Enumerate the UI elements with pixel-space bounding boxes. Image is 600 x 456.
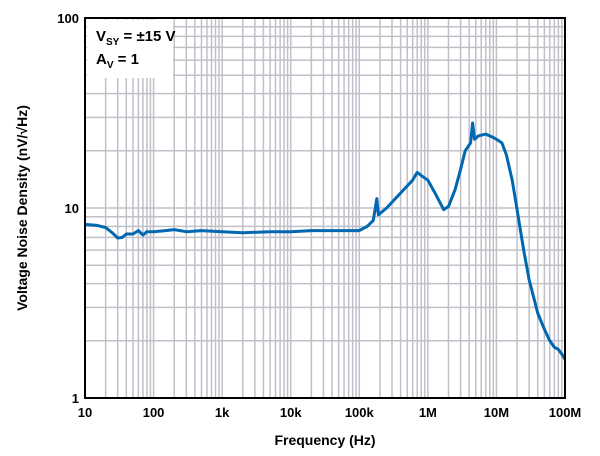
y-axis-label: Voltage Noise Density (nV/√Hz) — [14, 105, 30, 311]
x-tick-label: 10 — [78, 405, 92, 420]
plot-frame — [84, 17, 566, 399]
annotation-av: AV = 1 — [96, 51, 139, 71]
x-tick-label: 10k — [280, 405, 302, 420]
x-axis-label: Frequency (Hz) — [274, 432, 375, 448]
x-tick-label: 100k — [345, 405, 375, 420]
series-line — [84, 121, 567, 360]
grid — [84, 18, 565, 399]
x-tick-label: 10M — [484, 405, 509, 420]
x-tick-label: 100 — [143, 405, 165, 420]
annotation-box — [87, 20, 173, 78]
y-tick-label: 1 — [72, 391, 79, 406]
annotation-vsy: VSY = ±15 V — [96, 28, 176, 48]
x-tick-label: 1M — [419, 405, 437, 420]
y-tick-label: 10 — [65, 201, 79, 216]
x-tick-label: 100M — [549, 405, 582, 420]
y-tick-label: 100 — [57, 11, 79, 26]
x-tick-label: 1k — [215, 405, 230, 420]
